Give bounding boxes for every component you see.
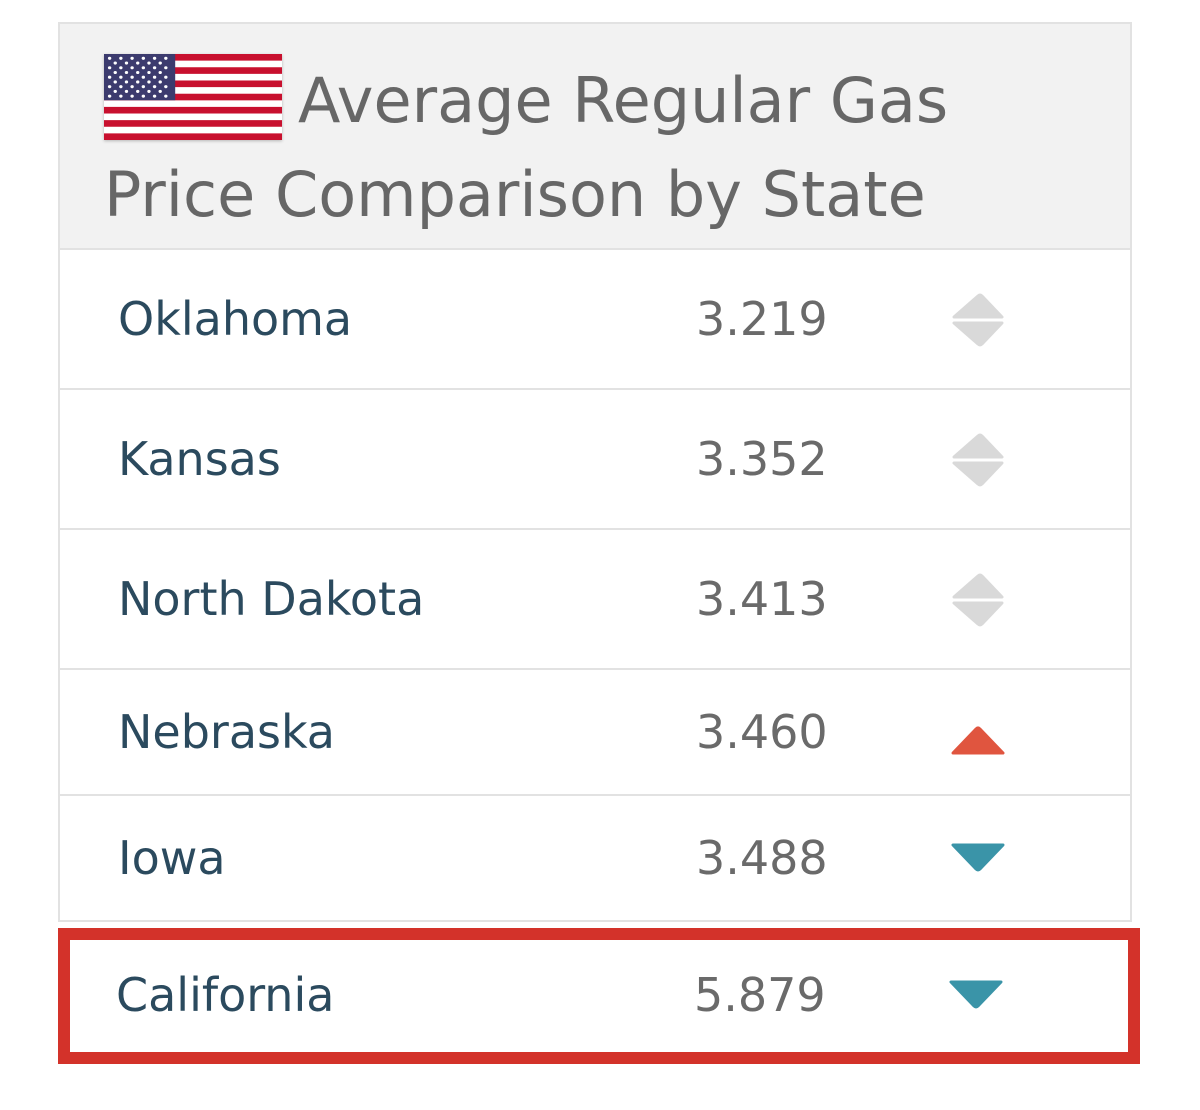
- state-price: 3.488: [696, 831, 828, 885]
- state-price: 3.460: [696, 705, 828, 759]
- table-row: Oklahoma 3.219: [60, 250, 1130, 390]
- widget-title: Average Regular Gas Price Comparison by …: [104, 64, 949, 231]
- state-name: Kansas: [118, 432, 281, 486]
- trend-down-icon: [951, 843, 1005, 872]
- state-name: California: [116, 968, 335, 1022]
- trend-unchanged-icon: [952, 433, 1004, 487]
- table-row: North Dakota 3.413: [60, 530, 1130, 670]
- us-flag-icon: [104, 54, 282, 140]
- state-price: 3.413: [696, 572, 828, 626]
- gas-price-widget: Average Regular Gas Price Comparison by …: [58, 22, 1132, 922]
- state-name: Oklahoma: [118, 292, 353, 346]
- trend-up-icon: [951, 726, 1005, 755]
- state-name: Nebraska: [118, 705, 335, 759]
- trend-unchanged-icon: [952, 293, 1004, 347]
- widget-header: Average Regular Gas Price Comparison by …: [60, 24, 1130, 250]
- table-row: Kansas 3.352: [60, 390, 1130, 530]
- table-row: Iowa 3.488: [60, 796, 1130, 922]
- highlighted-row: California 5.879: [58, 928, 1140, 1064]
- trend-down-icon: [949, 980, 1003, 1009]
- trend-unchanged-icon: [952, 573, 1004, 627]
- state-price: 5.879: [694, 968, 826, 1022]
- state-name: North Dakota: [118, 572, 425, 626]
- table-row: Nebraska 3.460: [60, 670, 1130, 796]
- state-price: 3.352: [696, 432, 828, 486]
- state-price: 3.219: [696, 292, 828, 346]
- state-name: Iowa: [118, 831, 226, 885]
